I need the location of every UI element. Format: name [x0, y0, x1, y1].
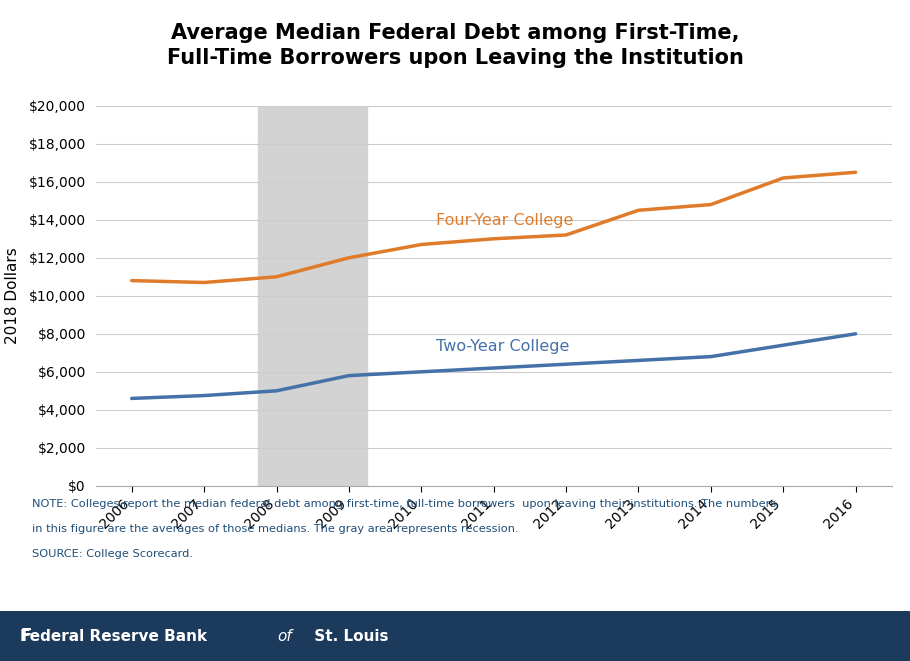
Text: of: of	[278, 629, 292, 644]
Text: St. Louis: St. Louis	[309, 629, 389, 644]
Text: Federal Reserve Bank: Federal Reserve Bank	[20, 629, 212, 644]
Text: F: F	[20, 627, 31, 645]
Text: Four-Year College: Four-Year College	[436, 214, 573, 229]
Text: NOTE: Colleges report the median federal debt among first-time, full-time borrow: NOTE: Colleges report the median federal…	[32, 499, 776, 509]
Text: Two-Year College: Two-Year College	[436, 339, 569, 354]
Bar	[258, 106, 367, 486]
Text: in this figure are the averages of those medians. The gray area represents reces: in this figure are the averages of those…	[32, 524, 519, 534]
Y-axis label: 2018 Dollars: 2018 Dollars	[5, 247, 20, 344]
Text: SOURCE: College Scorecard.: SOURCE: College Scorecard.	[32, 549, 193, 559]
Text: Average Median Federal Debt among First-Time,
Full-Time Borrowers upon Leaving t: Average Median Federal Debt among First-…	[167, 23, 743, 68]
